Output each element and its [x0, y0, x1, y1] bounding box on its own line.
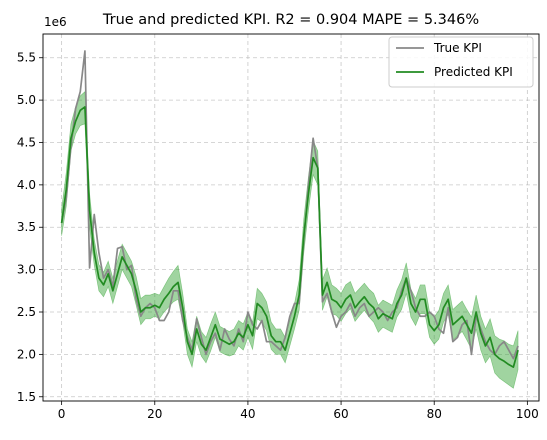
- plot-frame: [42, 33, 540, 402]
- series-lines: [60, 50, 519, 368]
- y-tick-label: 3.5: [17, 220, 36, 234]
- plot-background: [43, 34, 539, 401]
- y-tick-label: 3.0: [17, 263, 36, 277]
- x-tick-label: 60: [333, 407, 348, 421]
- x-tick-label: 100: [516, 407, 539, 421]
- prediction-interval-band: [61, 90, 519, 389]
- y-tick-label: 4.5: [17, 135, 36, 149]
- true-kpi-line: [60, 50, 519, 360]
- y-axis: 1.5 2.0 2.5 3.0 3.5 4.0 4.5 5.0 5.5: [17, 51, 43, 404]
- x-tick-label: 20: [147, 407, 162, 421]
- x-tick-label: 0: [58, 407, 66, 421]
- y-tick-label: 4.0: [17, 178, 36, 192]
- y-scale-label: 1e6: [44, 15, 67, 29]
- y-tick-label: 1.5: [17, 390, 36, 404]
- legend-label-predicted: Predicted KPI: [434, 65, 513, 79]
- prediction-band: [61, 90, 519, 389]
- legend-box: [388, 36, 534, 88]
- legend: True KPI Predicted KPI: [388, 36, 534, 88]
- y-tick-label: 5.0: [17, 93, 36, 107]
- chart-title: True and predicted KPI. R2 = 0.904 MAPE …: [102, 12, 479, 28]
- legend-label-true: True KPI: [433, 41, 482, 55]
- y-tick-label: 2.0: [17, 347, 36, 361]
- y-tick-label: 2.5: [17, 305, 36, 319]
- x-tick-label: 40: [240, 407, 255, 421]
- grid-lines: [43, 34, 539, 401]
- x-axis: 0 20 40 60 80 100: [58, 401, 539, 421]
- y-tick-label: 5.5: [17, 51, 36, 65]
- predicted-kpi-line: [60, 106, 519, 368]
- x-tick-label: 80: [427, 407, 442, 421]
